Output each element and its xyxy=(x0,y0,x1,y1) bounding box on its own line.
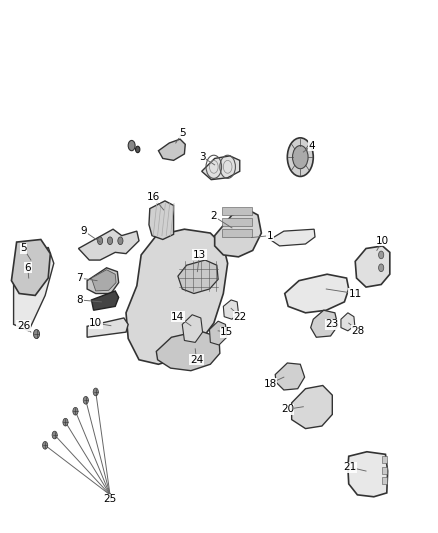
Polygon shape xyxy=(209,321,227,345)
Polygon shape xyxy=(348,452,388,497)
Circle shape xyxy=(42,441,48,449)
Text: 1: 1 xyxy=(267,231,273,240)
Text: 4: 4 xyxy=(309,141,315,151)
Text: 16: 16 xyxy=(147,192,160,202)
Circle shape xyxy=(118,237,123,245)
Text: 10: 10 xyxy=(89,318,102,328)
Circle shape xyxy=(83,397,88,404)
Polygon shape xyxy=(270,229,315,246)
Circle shape xyxy=(98,237,102,245)
Polygon shape xyxy=(87,268,119,294)
Polygon shape xyxy=(178,260,218,294)
Polygon shape xyxy=(182,315,202,342)
Text: 26: 26 xyxy=(17,321,30,330)
Polygon shape xyxy=(215,210,261,257)
Polygon shape xyxy=(292,385,332,429)
Text: 13: 13 xyxy=(193,250,206,260)
Text: 25: 25 xyxy=(103,494,117,504)
Text: 11: 11 xyxy=(349,288,362,298)
Polygon shape xyxy=(149,201,173,239)
Text: 20: 20 xyxy=(281,405,294,414)
Polygon shape xyxy=(11,239,50,295)
Text: 22: 22 xyxy=(233,312,247,322)
Bar xyxy=(223,218,252,226)
Circle shape xyxy=(287,138,313,176)
Bar xyxy=(382,478,387,484)
Text: 23: 23 xyxy=(326,319,339,329)
Circle shape xyxy=(63,418,68,426)
Polygon shape xyxy=(126,229,228,364)
Bar xyxy=(223,207,252,215)
Text: 18: 18 xyxy=(263,378,277,389)
Polygon shape xyxy=(14,247,54,331)
Circle shape xyxy=(293,146,308,169)
Polygon shape xyxy=(78,229,139,260)
Text: 10: 10 xyxy=(376,236,389,246)
Polygon shape xyxy=(223,300,238,319)
Text: 21: 21 xyxy=(343,462,356,472)
Polygon shape xyxy=(285,274,349,313)
Circle shape xyxy=(128,140,135,151)
Polygon shape xyxy=(159,139,185,160)
Text: 28: 28 xyxy=(352,326,365,336)
Text: 8: 8 xyxy=(77,295,83,305)
Circle shape xyxy=(378,251,384,259)
Circle shape xyxy=(107,237,113,245)
Polygon shape xyxy=(92,270,116,291)
Polygon shape xyxy=(87,318,128,337)
Text: 2: 2 xyxy=(211,211,217,221)
Circle shape xyxy=(93,388,99,396)
Bar xyxy=(223,229,252,237)
Polygon shape xyxy=(275,363,304,390)
Circle shape xyxy=(73,407,78,415)
Polygon shape xyxy=(92,291,119,310)
Circle shape xyxy=(135,146,140,152)
Circle shape xyxy=(378,264,384,272)
Bar xyxy=(382,467,387,474)
Text: 15: 15 xyxy=(220,327,233,337)
Polygon shape xyxy=(202,156,240,180)
Circle shape xyxy=(33,329,39,338)
Text: 7: 7 xyxy=(77,273,83,283)
Text: 14: 14 xyxy=(171,312,184,322)
Text: 5: 5 xyxy=(179,128,186,138)
Polygon shape xyxy=(156,331,220,371)
Bar xyxy=(382,456,387,463)
Circle shape xyxy=(52,431,57,439)
Polygon shape xyxy=(341,313,355,331)
Polygon shape xyxy=(355,246,390,287)
Text: 5: 5 xyxy=(20,244,27,254)
Text: 24: 24 xyxy=(190,355,203,365)
Text: 6: 6 xyxy=(25,263,31,273)
Polygon shape xyxy=(311,310,338,337)
Text: 3: 3 xyxy=(199,152,206,162)
Text: 9: 9 xyxy=(81,226,88,236)
